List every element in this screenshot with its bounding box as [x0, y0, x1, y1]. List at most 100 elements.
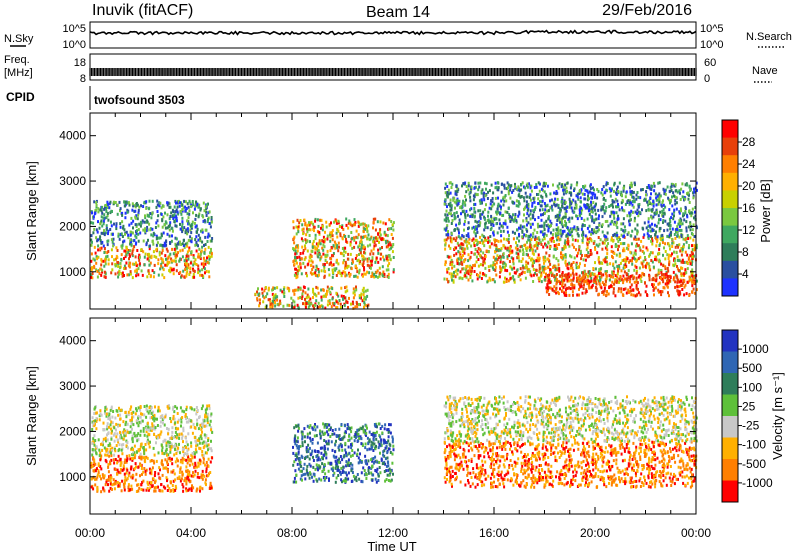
scatter-cell: [616, 264, 619, 268]
scatter-cell: [153, 254, 156, 258]
scatter-cell: [563, 223, 566, 227]
scatter-cell: [123, 239, 126, 243]
scatter-cell: [320, 269, 323, 273]
scatter-cell: [683, 285, 686, 289]
scatter-cell: [588, 286, 591, 290]
scatter-cell: [113, 222, 115, 226]
scatter-cell: [548, 254, 551, 258]
scatter-cell: [584, 188, 587, 192]
scatter-cell: [658, 247, 661, 251]
scatter-cell: [615, 205, 618, 209]
scatter-cell: [549, 219, 552, 223]
scatter-cell: [172, 252, 175, 256]
scatter-cell: [279, 299, 282, 303]
scatter-cell: [684, 209, 687, 213]
scatter-cell: [331, 238, 334, 242]
scatter-cell: [506, 248, 509, 252]
scatter-cell: [144, 231, 147, 235]
scatter-cell: [676, 258, 679, 262]
scatter-cell: [108, 206, 111, 210]
scatter-cell: [469, 208, 471, 212]
scatter-cell: [666, 277, 669, 281]
scatter-cell: [610, 236, 613, 240]
scatter-cell: [631, 210, 634, 214]
scatter-cell: [114, 272, 117, 276]
scatter-cell: [622, 229, 625, 233]
scatter-cell: [453, 264, 456, 268]
scatter-cell: [515, 241, 517, 245]
scatter-cell: [384, 233, 387, 237]
scatter-cell: [298, 221, 301, 225]
scatter-cell: [647, 236, 650, 240]
scatter-cell: [493, 243, 496, 247]
scatter-cell: [179, 257, 182, 261]
scatter-cell: [496, 231, 499, 235]
scatter-cell: [652, 215, 655, 219]
scatter-cell: [374, 243, 377, 247]
scatter-cell: [345, 285, 348, 289]
scatter-cell: [601, 247, 604, 251]
scatter-cell: [682, 214, 684, 218]
scatter-cell: [155, 243, 158, 247]
scatter-cell: [464, 274, 467, 278]
scatter-cell: [563, 206, 566, 210]
scatter-cell: [693, 235, 696, 238]
scatter-cell: [464, 258, 467, 262]
scatter-cell: [203, 219, 206, 222]
scatter-cell: [575, 194, 578, 198]
scatter-cell: [693, 190, 696, 194]
scatter-cell: [166, 201, 169, 205]
scatter-cell: [95, 228, 98, 232]
scatter-cell: [549, 270, 551, 274]
scatter-cell: [658, 258, 661, 262]
scatter-cell: [637, 257, 640, 261]
scatter-cell: [330, 233, 333, 237]
scatter-cell: [585, 279, 588, 283]
scatter-cell: [334, 246, 337, 250]
scatter-cell: [563, 215, 566, 219]
scatter-cell: [462, 243, 465, 247]
scatter-cell: [454, 239, 457, 242]
scatter-cell: [618, 236, 621, 240]
scatter-cell: [637, 195, 640, 199]
scatter-cell: [359, 260, 362, 263]
scatter-cell: [302, 302, 304, 306]
scatter-cell: [138, 253, 141, 257]
scatter-cell: [667, 257, 670, 260]
scatter-cell: [456, 199, 459, 203]
scatter-cell: [519, 245, 522, 249]
scatter-cell: [100, 241, 103, 245]
scatter-cell: [197, 267, 200, 271]
scatter-cell: [105, 216, 108, 220]
scatter-cell: [267, 286, 270, 290]
scatter-cell: [167, 201, 170, 205]
scatter-cell: [657, 202, 660, 206]
scatter-cell: [514, 215, 517, 219]
scatter-cell: [202, 215, 205, 219]
scatter-cell: [570, 206, 573, 210]
scatter-cell: [558, 267, 561, 271]
scatter-cell: [309, 240, 311, 244]
scatter-cell: [527, 221, 530, 225]
scatter-cell: [339, 232, 342, 236]
scatter-cell: [608, 187, 611, 191]
scatter-cell: [344, 246, 347, 250]
scatter-cell: [206, 235, 209, 239]
scatter-cell: [516, 244, 519, 248]
scatter-cell: [601, 291, 604, 294]
scatter-cell: [531, 204, 534, 208]
scatter-cell: [326, 253, 329, 257]
scatter-cell: [677, 279, 679, 283]
scatter-cell: [306, 230, 309, 234]
scatter-cell: [565, 263, 568, 267]
scatter-cell: [168, 202, 171, 206]
scatter-cell: [521, 181, 524, 185]
scatter-cell: [464, 268, 467, 272]
scatter-cell: [306, 293, 309, 297]
scatter-cell: [538, 263, 541, 267]
scatter-cell: [479, 263, 482, 267]
scatter-cell: [581, 240, 584, 244]
scatter-cell: [316, 230, 319, 234]
scatter-cell: [300, 237, 303, 241]
scatter-cell: [375, 274, 377, 278]
